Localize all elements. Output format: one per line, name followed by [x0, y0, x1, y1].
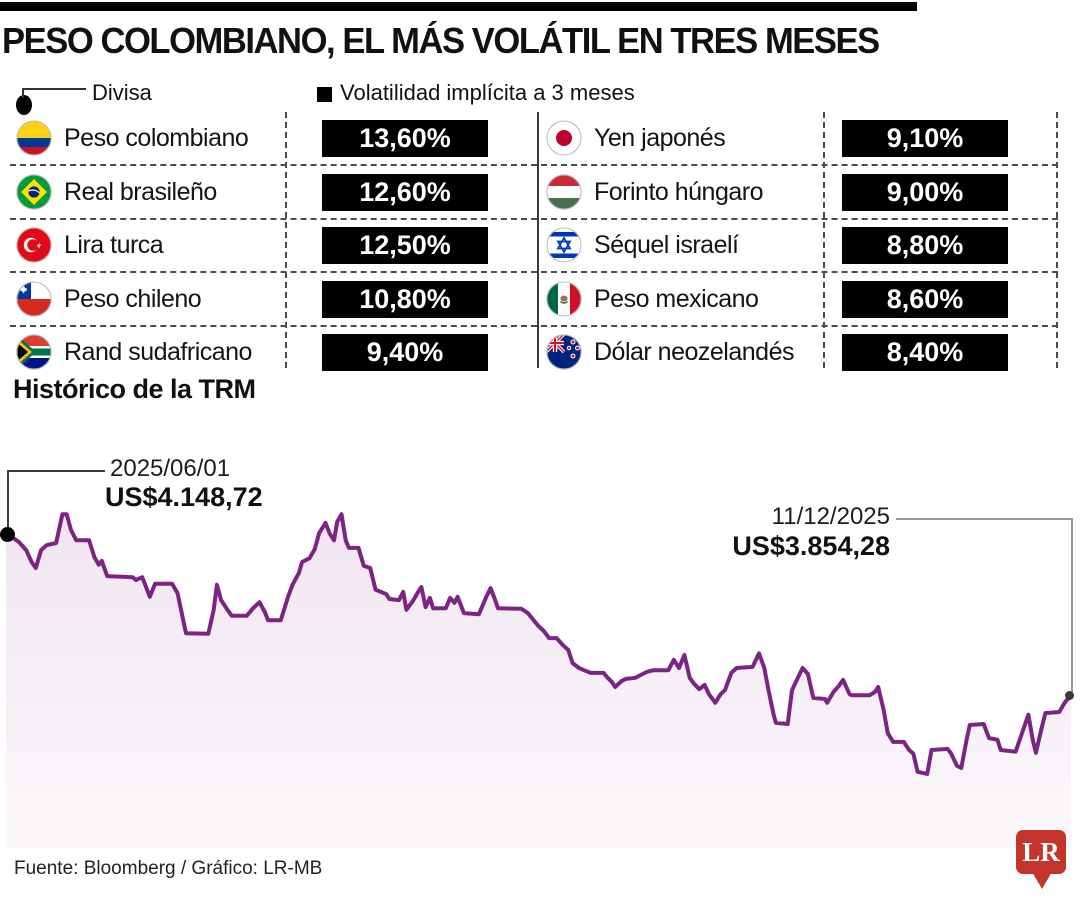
series-start-dot — [0, 527, 15, 542]
legend-connector-line — [22, 88, 24, 98]
start-callout-line — [7, 470, 105, 472]
right-column-value-divider — [823, 112, 825, 368]
volatility-value-badge: 12,60% — [322, 174, 488, 211]
start-annotation-date: 2025/06/01 — [110, 455, 231, 482]
page-title: PESO COLOMBIANO, EL MÁS VOLÁTIL EN TRES … — [2, 20, 880, 61]
row-separator — [10, 271, 1058, 273]
divisa-dot-icon — [16, 95, 32, 115]
table-row: Peso colombiano 13,60% — [0, 112, 530, 166]
legend-volatility-label: Volatilidad implícita a 3 meses — [340, 80, 635, 105]
new-zealand-flag-icon — [546, 334, 582, 370]
currency-label: Yen japonés — [594, 124, 726, 152]
table-row: Lira turca 12,50% — [0, 219, 530, 273]
section-heading: Histórico de la TRM — [13, 374, 256, 404]
brazil-flag-icon — [16, 174, 52, 210]
lr-logo: LR — [1016, 830, 1066, 874]
volatility-value-badge: 9,40% — [322, 334, 488, 371]
left-column-value-divider — [285, 112, 287, 368]
currency-label: Séquel israelí — [594, 231, 739, 259]
table-row: Séquel israelí 8,80% — [530, 219, 1060, 273]
japan-flag-icon — [546, 120, 582, 156]
end-callout-line — [1071, 518, 1073, 694]
south-africa-flag-icon — [16, 334, 52, 370]
volatility-value-badge: 13,60% — [322, 120, 488, 157]
volatility-value-badge: 12,50% — [322, 227, 488, 264]
currency-label: Rand sudafricano — [64, 338, 252, 366]
end-callout-line — [896, 518, 1073, 520]
israel-flag-icon — [546, 227, 582, 263]
row-separator — [10, 218, 1058, 220]
table-row: Peso mexicano 8,60% — [530, 273, 1060, 327]
table-row: Real brasileño 12,60% — [0, 166, 530, 220]
hungary-flag-icon — [546, 174, 582, 210]
currency-label: Peso colombiano — [64, 124, 249, 152]
legend-connector-line — [22, 88, 86, 90]
table-row: Peso chileno 10,80% — [0, 273, 530, 327]
top-accent-bar — [0, 2, 917, 11]
start-callout-line — [7, 470, 9, 534]
trm-line-series — [4, 512, 1073, 776]
mexico-flag-icon — [546, 281, 582, 317]
volatility-value-badge: 8,80% — [842, 227, 1008, 264]
volatility-value-badge: 9,10% — [842, 120, 1008, 157]
colombia-flag-icon — [16, 120, 52, 156]
table-row: Yen japonés 9,10% — [530, 112, 1060, 166]
currency-label: Forinto húngaro — [594, 178, 764, 206]
row-separator — [10, 325, 1058, 327]
table-row: Dólar neozelandés 8,40% — [530, 326, 1060, 380]
column-divider — [537, 112, 539, 368]
trm-area-chart — [4, 512, 1073, 848]
start-annotation-value: US$4.148,72 — [105, 482, 263, 512]
currency-label: Real brasileño — [64, 178, 217, 206]
volatility-value-badge: 9,00% — [842, 174, 1008, 211]
chile-flag-icon — [16, 281, 52, 317]
volatility-square-icon — [317, 87, 332, 102]
legend-divisa-label: Divisa — [92, 80, 152, 105]
table-row: Rand sudafricano 9,40% — [0, 326, 530, 380]
table-right-border — [1056, 112, 1058, 368]
volatility-value-badge: 8,60% — [842, 281, 1008, 318]
currency-label: Dólar neozelandés — [594, 338, 794, 366]
trm-area-fill — [6, 514, 1071, 848]
lr-logo-tail — [1031, 870, 1053, 889]
row-separator — [10, 164, 1058, 166]
end-annotation-date: 11/12/2025 — [771, 503, 890, 530]
series-end-dot — [1065, 691, 1074, 700]
table-row: Forinto húngaro 9,00% — [530, 166, 1060, 220]
currency-label: Lira turca — [64, 231, 164, 259]
source-credit: Fuente: Bloomberg / Gráfico: LR-MB — [14, 858, 323, 879]
currency-label: Peso mexicano — [594, 285, 759, 313]
volatility-value-badge: 10,80% — [322, 281, 488, 318]
volatility-value-badge: 8,40% — [842, 334, 1008, 371]
currency-label: Peso chileno — [64, 285, 202, 313]
end-annotation-value: US$3.854,28 — [732, 531, 890, 561]
turkey-flag-icon — [16, 227, 52, 263]
